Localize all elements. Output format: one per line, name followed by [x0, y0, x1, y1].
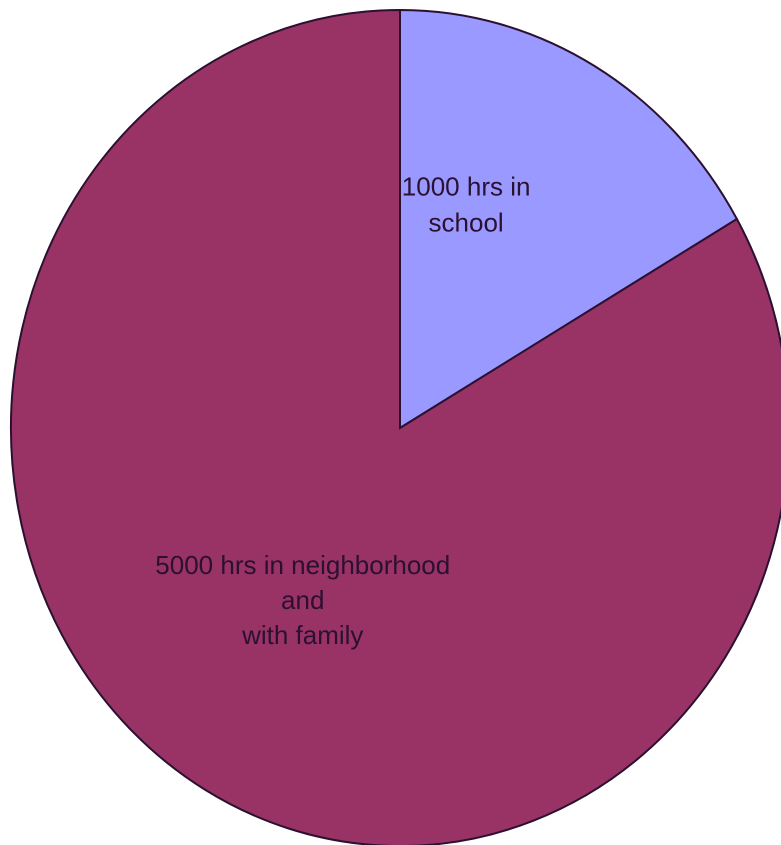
pie-slice-label-2-line-3: with family	[241, 620, 363, 650]
pie-slice-label-2-line-2: and	[281, 585, 324, 615]
pie-slice-label-2-line-1: 5000 hrs in neighborhood	[155, 550, 450, 580]
pie-slice-2	[10, 8, 781, 845]
pie-slice-label-1-line-1: 1000 hrs in	[402, 171, 531, 201]
pie-slice-label-1: 1000 hrs in school	[402, 171, 531, 237]
pie-slice-label-1-line-2: school	[429, 207, 504, 237]
pie-slice-label-2: 5000 hrs in neighborhood and with family	[155, 550, 450, 650]
pie-slice-1	[399, 8, 739, 430]
